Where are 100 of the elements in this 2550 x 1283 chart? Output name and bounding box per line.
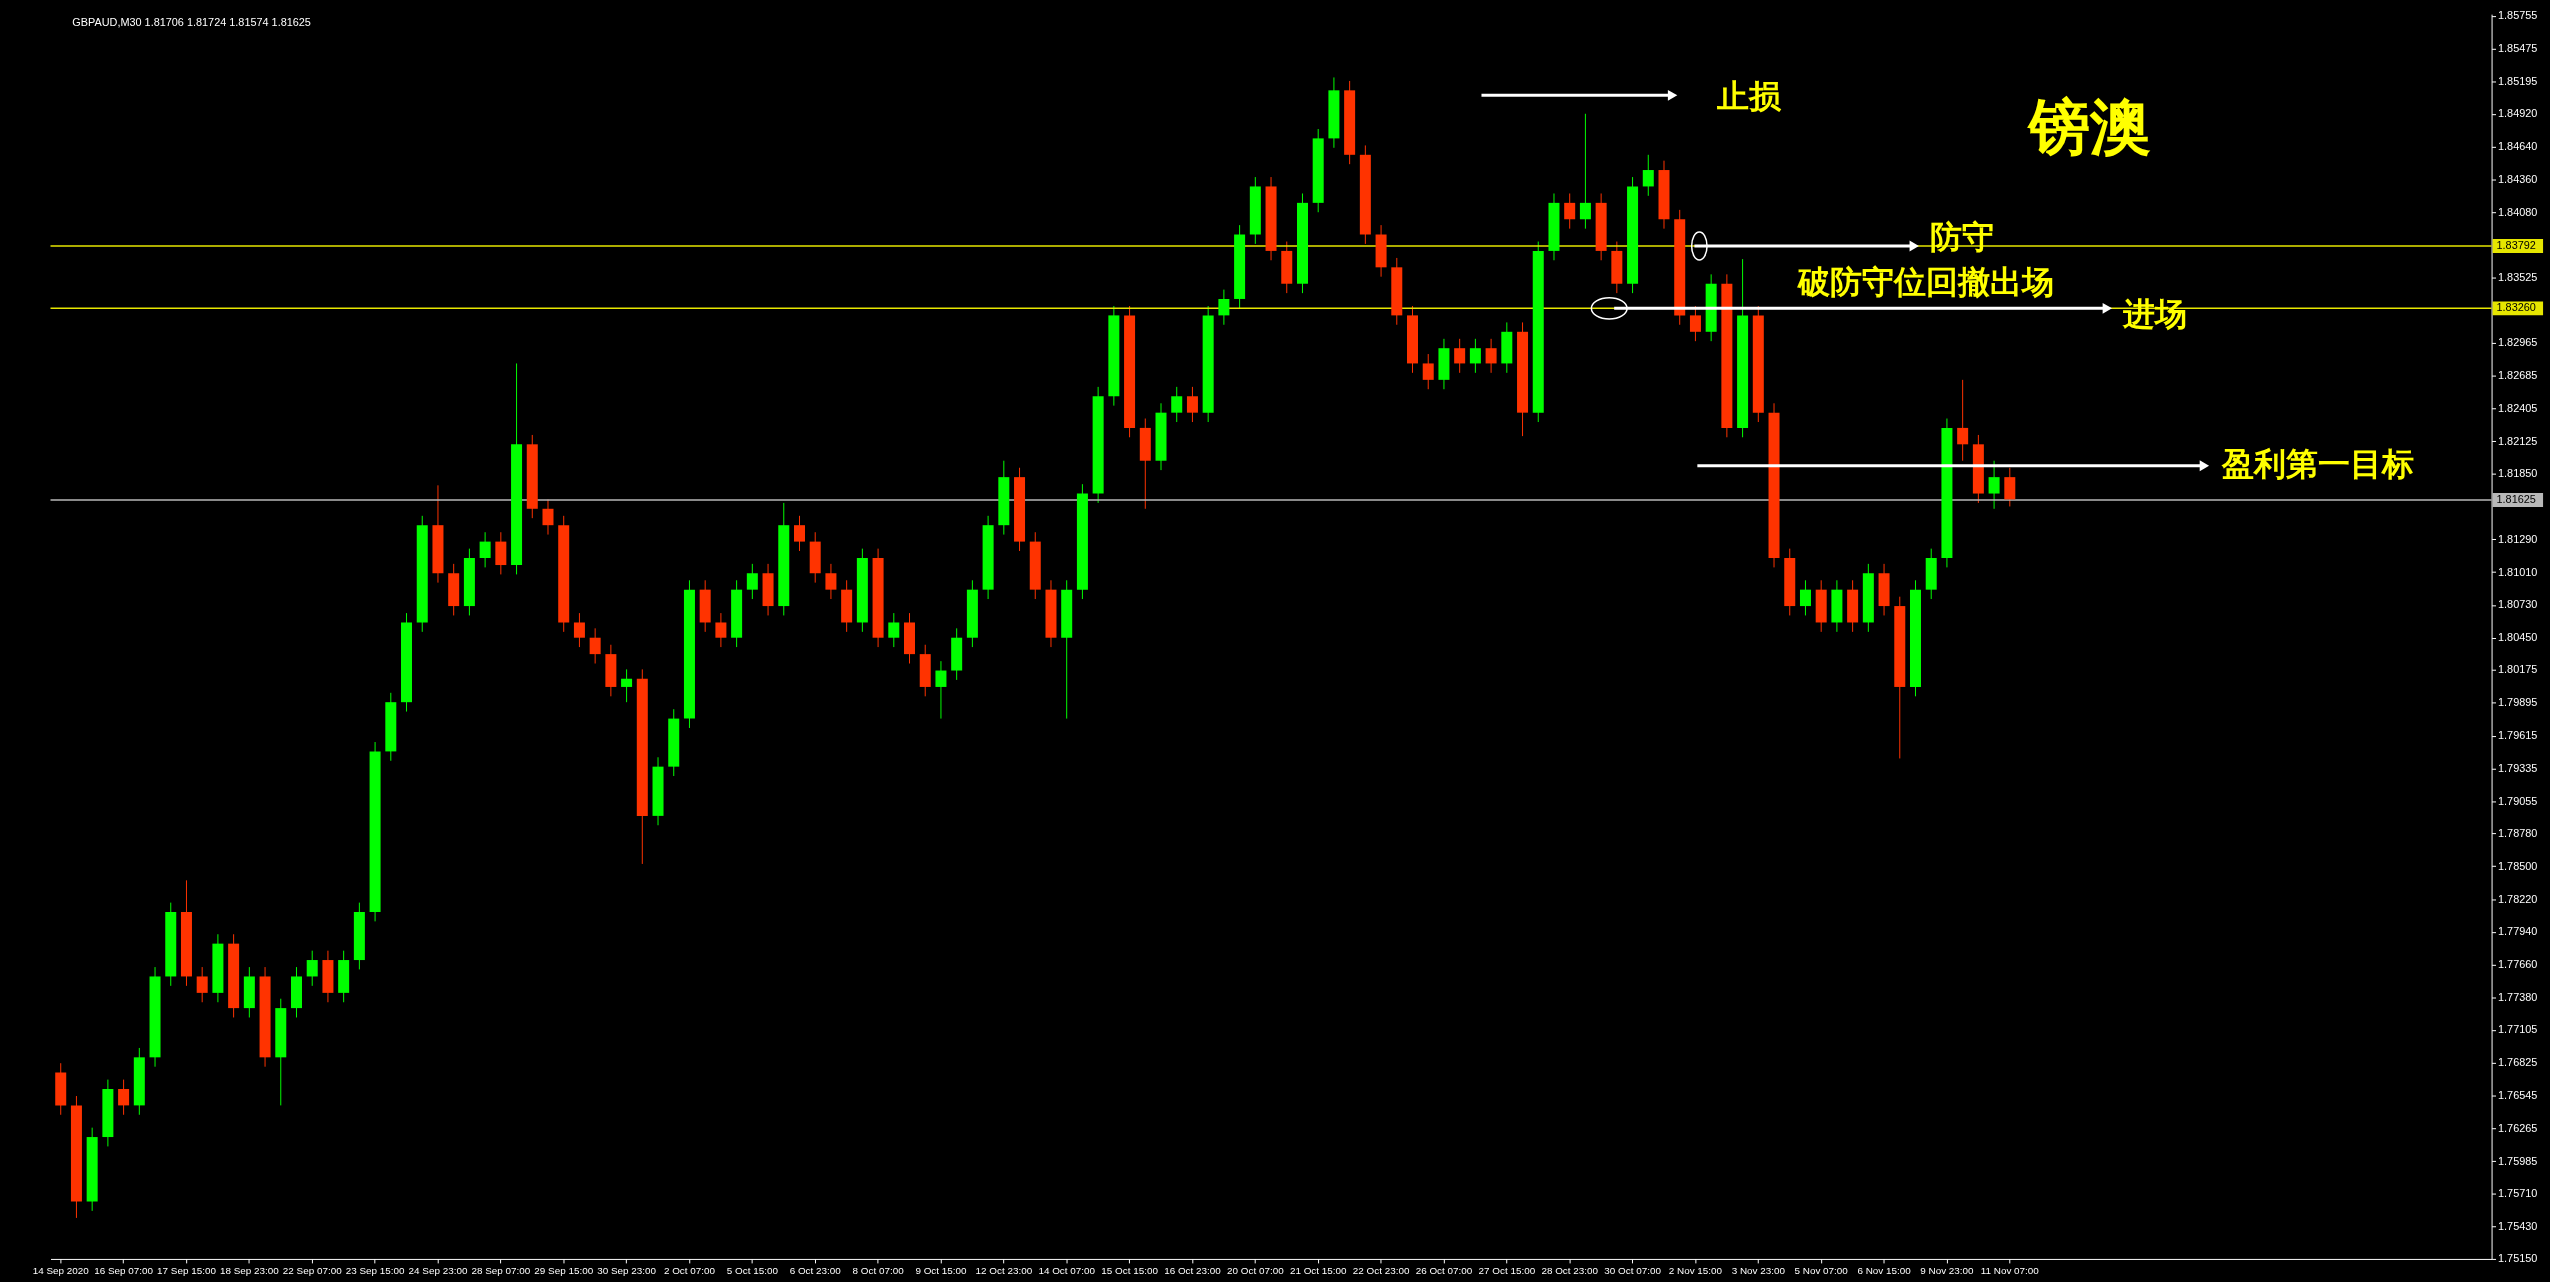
y-tick-label: 1.76545 bbox=[2498, 1088, 2538, 1101]
x-tick-label: 28 Sep 07:00 bbox=[471, 1265, 531, 1277]
candlestick bbox=[589, 627, 601, 664]
candlestick bbox=[196, 966, 208, 1003]
candlestick bbox=[715, 612, 727, 648]
y-tick-label: 1.77380 bbox=[2498, 991, 2538, 1004]
x-tick-label: 26 Oct 07:00 bbox=[1415, 1265, 1473, 1277]
candlestick bbox=[118, 1079, 130, 1116]
x-tick-label: 16 Oct 23:00 bbox=[1164, 1265, 1222, 1277]
candlestick bbox=[2004, 467, 2016, 507]
y-tick-label: 1.83525 bbox=[2498, 270, 2538, 283]
x-tick-label: 5 Nov 07:00 bbox=[1794, 1265, 1849, 1277]
x-tick-label: 18 Sep 23:00 bbox=[219, 1265, 280, 1277]
candlestick bbox=[1689, 305, 1701, 342]
y-tick-label: 1.75710 bbox=[2498, 1186, 2538, 1199]
x-tick-label: 6 Nov 15:00 bbox=[1857, 1265, 1912, 1277]
annotation: 镑澳 bbox=[2027, 90, 2152, 162]
x-tick-label: 28 Oct 23:00 bbox=[1541, 1265, 1599, 1277]
y-tick-label: 1.85755 bbox=[2498, 9, 2538, 22]
y-tick-label: 1.75985 bbox=[2498, 1154, 2538, 1167]
x-tick-label: 17 Sep 15:00 bbox=[157, 1265, 217, 1277]
y-tick-label: 1.84920 bbox=[2498, 107, 2538, 120]
x-tick-label: 22 Sep 07:00 bbox=[282, 1265, 343, 1277]
x-tick-label: 24 Sep 23:00 bbox=[408, 1265, 468, 1277]
annotation: 破防守位回撤出场 bbox=[1797, 264, 2055, 301]
candlestick bbox=[935, 660, 947, 720]
y-tick-label: 1.76265 bbox=[2498, 1121, 2538, 1134]
y-tick-label: 1.85195 bbox=[2498, 75, 2538, 88]
y-tick-label: 1.80450 bbox=[2498, 631, 2538, 644]
x-tick-label: 3 Nov 23:00 bbox=[1731, 1265, 1786, 1277]
y-tick-label: 1.79335 bbox=[2498, 761, 2538, 774]
candlestick bbox=[1957, 379, 1969, 462]
candlestick bbox=[1642, 154, 1654, 197]
x-tick-label: 2 Nov 15:00 bbox=[1668, 1265, 1723, 1277]
annotation: 盈利第一目标 bbox=[2221, 445, 2415, 482]
y-tick-label: 1.81850 bbox=[2498, 467, 2538, 480]
candlestick bbox=[479, 531, 491, 568]
y-tick-label: 1.77105 bbox=[2498, 1023, 2538, 1036]
x-tick-label: 30 Sep 23:00 bbox=[597, 1265, 657, 1277]
y-tick-label: 1.82125 bbox=[2498, 434, 2538, 447]
candlestick bbox=[542, 498, 554, 536]
y-tick-label: 1.77660 bbox=[2498, 958, 2538, 971]
ref-line-label: 1.81625 bbox=[2496, 492, 2536, 505]
x-tick-label: 20 Oct 07:00 bbox=[1227, 1265, 1285, 1277]
y-tick-label: 1.80175 bbox=[2498, 663, 2538, 676]
candlestick bbox=[1454, 338, 1466, 374]
candlestick bbox=[1422, 353, 1434, 390]
ref-line-label: 1.83792 bbox=[2496, 238, 2536, 251]
x-tick-label: 11 Nov 07:00 bbox=[1980, 1265, 2040, 1277]
x-tick-label: 9 Oct 15:00 bbox=[915, 1265, 968, 1277]
y-tick-label: 1.79895 bbox=[2498, 696, 2538, 709]
x-tick-label: 27 Oct 15:00 bbox=[1478, 1265, 1536, 1277]
y-tick-label: 1.84360 bbox=[2498, 172, 2538, 185]
x-tick-label: 5 Oct 15:00 bbox=[726, 1265, 779, 1277]
y-tick-label: 1.78500 bbox=[2498, 859, 2538, 872]
x-tick-label: 9 Nov 23:00 bbox=[1920, 1265, 1975, 1277]
ref-line-label: 1.83260 bbox=[2496, 301, 2536, 314]
y-tick-label: 1.75150 bbox=[2498, 1252, 2538, 1265]
y-tick-label: 1.79055 bbox=[2498, 794, 2538, 807]
y-tick-label: 1.82965 bbox=[2498, 336, 2538, 349]
candlestick bbox=[573, 612, 585, 648]
x-tick-label: 8 Oct 07:00 bbox=[852, 1265, 905, 1277]
x-tick-label: 14 Oct 07:00 bbox=[1038, 1265, 1096, 1277]
x-tick-label: 12 Oct 23:00 bbox=[975, 1265, 1033, 1277]
candlestick bbox=[825, 563, 837, 600]
x-tick-label: 6 Oct 23:00 bbox=[789, 1265, 842, 1277]
candlestick bbox=[1171, 386, 1183, 423]
candlestick bbox=[1469, 338, 1481, 374]
candlestick bbox=[1799, 579, 1811, 616]
x-tick-label: 2 Oct 07:00 bbox=[663, 1265, 716, 1277]
candlestick bbox=[495, 531, 507, 575]
candlestick bbox=[1485, 338, 1497, 374]
x-tick-label: 22 Oct 23:00 bbox=[1352, 1265, 1410, 1277]
y-tick-label: 1.79615 bbox=[2498, 729, 2538, 742]
x-tick-label: 21 Oct 15:00 bbox=[1289, 1265, 1348, 1277]
y-tick-label: 1.76825 bbox=[2498, 1056, 2538, 1069]
y-tick-label: 1.75430 bbox=[2498, 1219, 2538, 1232]
y-tick-label: 1.78220 bbox=[2498, 892, 2538, 905]
x-tick-label: 16 Sep 07:00 bbox=[94, 1265, 154, 1277]
candlestick bbox=[306, 950, 318, 987]
y-tick-label: 1.81010 bbox=[2498, 565, 2538, 578]
candlestick bbox=[1564, 192, 1576, 230]
candlestick bbox=[621, 668, 633, 703]
y-tick-label: 1.85475 bbox=[2498, 42, 2538, 55]
candlestick bbox=[1579, 113, 1591, 230]
candlestick bbox=[1988, 460, 2000, 510]
y-tick-label: 1.77940 bbox=[2498, 925, 2538, 938]
x-tick-label: 15 Oct 15:00 bbox=[1101, 1265, 1159, 1277]
y-tick-label: 1.82685 bbox=[2498, 369, 2538, 382]
annotation: 止损 bbox=[1716, 78, 1783, 115]
chart-title: GBPAUD,M30 1.81706 1.81724 1.81574 1.81625 bbox=[72, 16, 311, 29]
candlestick bbox=[888, 612, 900, 648]
candlestick bbox=[746, 563, 758, 600]
x-tick-label: 29 Sep 15:00 bbox=[534, 1265, 594, 1277]
y-tick-label: 1.81290 bbox=[2498, 532, 2538, 545]
y-tick-label: 1.82405 bbox=[2498, 402, 2538, 415]
x-tick-label: 14 Sep 2020 bbox=[32, 1265, 90, 1277]
x-tick-label: 30 Oct 07:00 bbox=[1604, 1265, 1662, 1277]
x-tick-label: 23 Sep 15:00 bbox=[345, 1265, 406, 1277]
y-tick-label: 1.78780 bbox=[2498, 826, 2538, 839]
